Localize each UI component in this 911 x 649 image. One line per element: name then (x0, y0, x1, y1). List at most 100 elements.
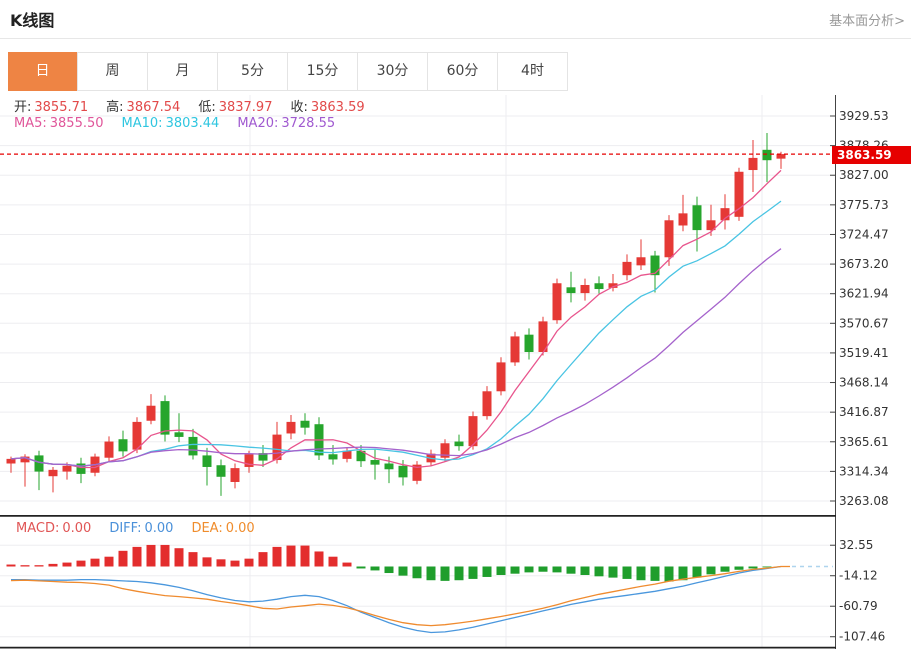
diff-line (11, 565, 782, 634)
candle (412, 461, 422, 485)
macd-bar (524, 566, 534, 573)
macd-bar (104, 556, 114, 567)
macd-bar (622, 566, 632, 579)
candle (230, 463, 240, 489)
candle (482, 386, 492, 420)
candle (468, 411, 478, 450)
macd-bar (146, 544, 156, 567)
macd-tick-label: 32.55 (839, 538, 873, 552)
titlebar: K线图 基本面分析> (0, 0, 911, 38)
macd-bar (90, 558, 100, 567)
candle (692, 196, 702, 252)
price-tick-label: 3621.94 (839, 287, 889, 301)
macd-bar (202, 557, 212, 567)
candle (664, 215, 674, 266)
period-tab-5[interactable]: 15分 (288, 53, 358, 90)
macd-bar (608, 566, 618, 578)
period-tab-7[interactable]: 60分 (428, 53, 498, 90)
candle (48, 466, 58, 493)
macd-bar (370, 566, 380, 571)
price-tick-label: 3314.34 (839, 464, 889, 478)
macd-bar (468, 566, 478, 579)
candle (706, 204, 716, 236)
candle (720, 194, 730, 230)
candle (580, 278, 590, 301)
candle (734, 167, 744, 221)
macd-tick-label: -14.12 (839, 569, 878, 583)
macd-bar (580, 566, 590, 575)
price-tick-label: 3365.61 (839, 435, 889, 449)
price-tick-label: 3724.47 (839, 227, 889, 241)
macd-bar (132, 546, 142, 567)
fundamental-analysis-link[interactable]: 基本面分析> (829, 14, 905, 29)
period-tab-3[interactable]: 月 (148, 53, 218, 90)
candle (748, 139, 758, 192)
candle (370, 449, 380, 480)
macd-bar (720, 566, 730, 572)
macd-chart-canvas[interactable]: 32.55 -14.12 -60.79 -107.46 (0, 517, 911, 649)
candle (678, 194, 688, 232)
macd-bar (650, 566, 660, 581)
candle (552, 278, 562, 324)
macd-bar (244, 558, 254, 567)
title-divider (0, 38, 911, 39)
price-chart-canvas[interactable]: 3929.533878.263827.003775.733724.473673.… (0, 95, 911, 517)
price-tick-label: 3263.08 (839, 494, 889, 508)
macd-bar (538, 566, 548, 572)
macd-bar (34, 565, 44, 567)
current-price-badge: 3863.59 (832, 146, 911, 164)
macd-bar (678, 566, 688, 581)
macd-bar (692, 566, 702, 578)
candle (650, 250, 660, 293)
candle (6, 456, 16, 473)
page-title: K线图 (10, 11, 55, 30)
macd-bar (384, 566, 394, 574)
candle (496, 357, 506, 396)
period-tab-8[interactable]: 4时 (521, 63, 544, 79)
candle (146, 394, 156, 425)
macd-bar (496, 566, 506, 575)
macd-bar (566, 566, 576, 574)
period-tabs: 日周月 5分 15分 30分 60分 4时 (8, 52, 568, 91)
macd-bar (118, 550, 128, 567)
macd-bar (300, 545, 310, 567)
macd-bar (398, 566, 408, 576)
price-tick-label: 3416.87 (839, 405, 889, 419)
macd-bar (286, 545, 296, 567)
price-tick-label: 3929.53 (839, 109, 889, 123)
candle (244, 450, 254, 473)
candle (62, 462, 72, 480)
price-tick-label: 3775.73 (839, 198, 889, 212)
candle (622, 254, 632, 281)
macd-bar (594, 566, 604, 577)
period-tab-4[interactable]: 5分 (218, 53, 288, 90)
macd-bar (20, 565, 30, 567)
candle (566, 271, 576, 303)
candle (314, 417, 324, 461)
price-tick-label: 3468.14 (839, 376, 889, 390)
dea-line (10, 565, 782, 627)
candle (286, 414, 296, 440)
period-tab-6[interactable]: 30分 (358, 53, 428, 90)
macd-bar (230, 560, 240, 567)
candle (34, 450, 44, 491)
macd-bar (6, 564, 16, 567)
candle (342, 447, 352, 463)
macd-bar (748, 566, 758, 569)
candle (132, 417, 142, 454)
period-tab-2[interactable]: 周 (78, 53, 148, 90)
macd-bar (762, 566, 772, 568)
macd-bar (62, 562, 72, 567)
candle (202, 447, 212, 486)
macd-bar (664, 566, 674, 582)
candle (118, 430, 128, 457)
candle (524, 328, 534, 360)
candle (104, 436, 114, 463)
candle (216, 459, 226, 496)
candle (440, 439, 450, 462)
period-tab-1[interactable]: 日 (8, 52, 78, 91)
candle (20, 454, 30, 487)
macd-bar (454, 566, 464, 581)
macd-bar (328, 556, 338, 567)
macd-tick-label: -60.79 (839, 599, 878, 613)
